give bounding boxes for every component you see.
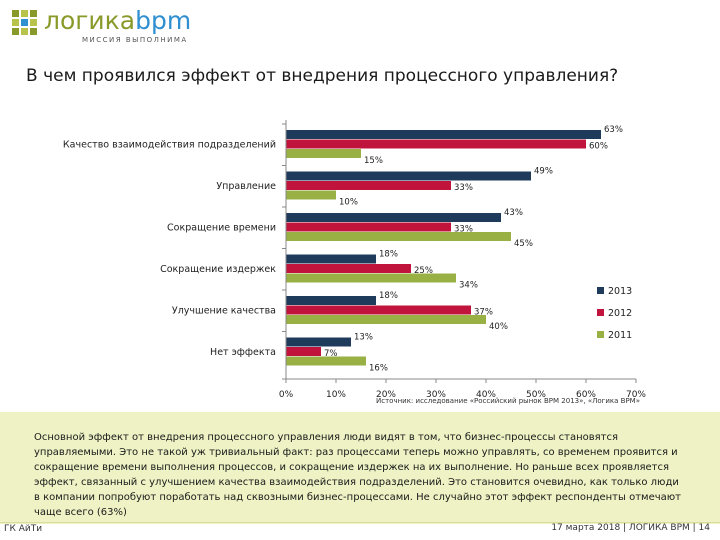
bar-data-label: 13%	[354, 333, 373, 343]
bar-2012	[286, 264, 411, 273]
bar-data-label: 43%	[504, 208, 523, 218]
footer-date-page: 17 марта 2018 | ЛОГИКА BPM | 14	[551, 523, 710, 533]
logo-tagline: МИССИЯ ВЫПОЛНИМА	[82, 36, 188, 44]
category-label: Нет эффекта	[210, 347, 276, 358]
bar-2013	[286, 130, 601, 139]
bar-data-label: 16%	[369, 364, 388, 374]
bar-data-label: 63%	[604, 125, 623, 135]
logo-name-part2: bpm	[135, 6, 192, 35]
bar-2012	[286, 305, 471, 315]
bar-data-label: 10%	[339, 198, 358, 208]
slide-title: В чем проявился эффект от внедрения проц…	[26, 66, 619, 86]
bar-2012	[286, 347, 321, 356]
category-label: Качество взаимодействия подразделений	[63, 139, 276, 150]
bar-data-label: 15%	[364, 156, 383, 166]
category-label: Улучшение качества	[172, 305, 276, 316]
bar-2013	[286, 213, 501, 222]
category-label: Сокращение издержек	[160, 264, 276, 275]
bar-data-label: 18%	[379, 291, 398, 301]
bar-data-label: 33%	[454, 225, 473, 235]
summary-text: Основной эффект от внедрения процессного…	[34, 432, 682, 518]
logo-name: логикаbpm	[44, 6, 191, 35]
bar-data-label: 25%	[414, 266, 433, 276]
bar-data-label: 18%	[379, 250, 398, 260]
bar-2013	[286, 296, 376, 305]
x-tick-label: 10%	[326, 390, 346, 398]
footer-company: ГК АйТи	[4, 524, 43, 534]
logo: логикаbpm МИССИЯ ВЫПОЛНИМА	[12, 6, 212, 48]
bar-2013	[286, 337, 351, 347]
x-tick-label: 70%	[626, 390, 646, 398]
footer-divider	[0, 522, 720, 523]
x-tick-label: 0%	[279, 390, 294, 398]
bar-2013	[286, 254, 376, 264]
legend-label: 2012	[608, 308, 632, 319]
bar-2012	[286, 139, 586, 149]
bar-2011	[286, 273, 456, 283]
legend-swatch	[597, 309, 604, 316]
bar-data-label: 34%	[459, 281, 478, 291]
bar-data-label: 45%	[514, 239, 533, 249]
bar-2011	[286, 149, 361, 158]
legend-label: 2011	[608, 330, 632, 341]
x-tick-label: 20%	[376, 390, 396, 398]
legend-label: 2013	[608, 286, 632, 297]
bar-data-label: 37%	[474, 308, 493, 318]
category-label: Управление	[216, 181, 276, 192]
category-label: Сокращение времени	[167, 222, 276, 233]
summary-band	[0, 412, 720, 524]
bar-2012	[286, 222, 451, 232]
bar-data-label: 60%	[589, 142, 608, 152]
bar-data-label: 40%	[489, 322, 508, 332]
bar-data-label: 7%	[324, 349, 338, 359]
x-tick-label: 30%	[426, 390, 446, 398]
legend-swatch	[597, 287, 604, 294]
logo-name-part1: логика	[44, 6, 136, 35]
bar-2011	[286, 356, 366, 366]
x-tick-label: 50%	[526, 390, 546, 398]
bar-2011	[286, 315, 486, 324]
bar-2013	[286, 171, 531, 181]
bar-chart: 0% 10% 20% 30% 40% 50% 60% 70% Качество взаимоде…	[63, 120, 646, 398]
bar-data-label: 49%	[534, 167, 553, 177]
x-tick-label: 60%	[576, 390, 596, 398]
bar-2012	[286, 181, 451, 190]
source-note: Источник: исследование «Российский рынок…	[376, 397, 640, 405]
bar-data-label: 33%	[454, 183, 473, 193]
legend-swatch	[597, 331, 604, 338]
logo-squares-icon	[12, 10, 38, 36]
bar-2011	[286, 190, 336, 200]
x-tick-label: 40%	[476, 390, 496, 398]
bar-2011	[286, 232, 511, 241]
